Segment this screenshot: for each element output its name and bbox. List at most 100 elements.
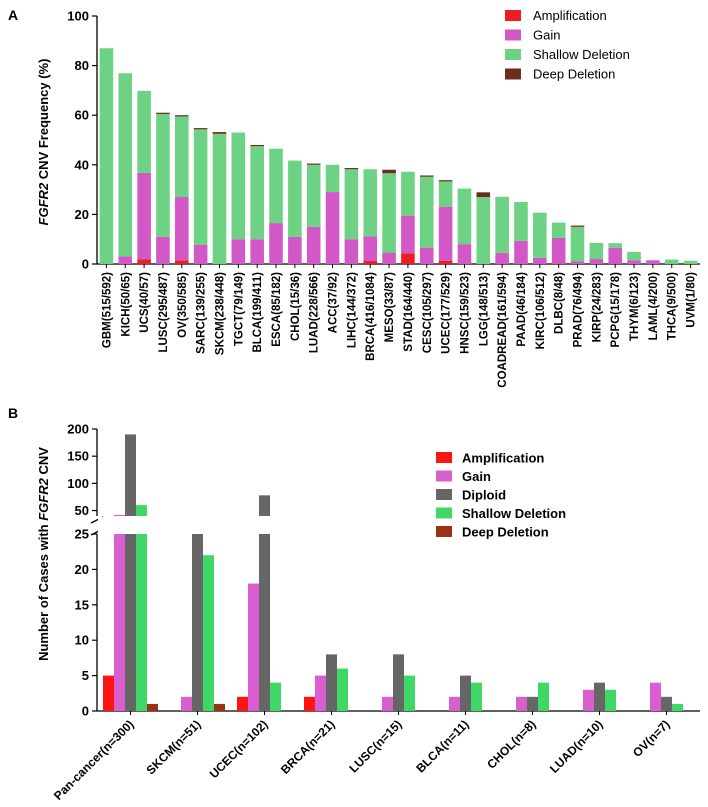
panel-a-label: A	[8, 7, 18, 23]
panel-b-bar-gain	[583, 689, 594, 711]
panel-b-legend-label: Diploid	[462, 488, 506, 503]
panel-a-legend-swatch	[505, 29, 521, 41]
panel-b-y-label-gene: FGFR2	[36, 477, 51, 520]
panel-a-y-tick-label: 80	[75, 58, 89, 73]
panel-a-bar-shallow-deletion	[438, 181, 453, 207]
panel-b-bar-diploid	[125, 534, 136, 711]
panel-a-bar-shallow-deletion	[118, 73, 133, 257]
panel-a-bar-gain	[401, 215, 415, 254]
panel-a-x-tick-label: OV(350/585)	[177, 272, 189, 338]
panel-a-bar-shallow-deletion	[683, 260, 698, 264]
panel-a-x-tick-label: LUSC(295/487)	[158, 272, 170, 353]
panel-b-bar-diploid	[192, 534, 203, 711]
panel-b-x-tick-label: LUSC(n=15)	[346, 717, 404, 775]
panel-b-x-tick-label: Pan-cancer(n=300)	[51, 717, 137, 803]
panel-a-bar-gain	[589, 259, 604, 264]
panel-b-bar-shallow-deletion	[203, 555, 214, 711]
panel-a-bar-amplification	[401, 253, 415, 264]
panel-a-bar-gain	[533, 257, 547, 264]
panel-a-x-tick-label: HNSC(159/523)	[459, 272, 471, 354]
panel-a-legend-label: Amplification	[533, 8, 607, 23]
panel-a-bar-gain	[325, 192, 340, 264]
panel-a-y-tick-label: 20	[75, 207, 89, 222]
panel-b-y-tick-label: 0	[82, 704, 89, 719]
panel-b-x-tick-label: OV(n=7)	[630, 717, 673, 760]
panel-b-bar-shallow-deletion	[538, 682, 549, 711]
panel-a-y-tick-label: 60	[75, 108, 89, 123]
panel-a-bar-shallow-deletion	[156, 113, 170, 237]
panel-b-bar-deep-deletion	[214, 703, 225, 711]
panel-a-bar-gain	[514, 240, 528, 264]
panel-a-y-label-text: CNV Frequency (%)	[36, 59, 51, 183]
panel-b-y-tick-label: 25	[75, 527, 89, 542]
panel-a-bar-gain	[363, 236, 378, 262]
panel-a-bar-amplification	[363, 261, 378, 264]
panel-a-bar-deep-deletion	[250, 144, 264, 147]
panel-a-bar-amplification	[438, 260, 453, 264]
panel-a-chart: 0 20 40 60 80 100 GBM(515/592) KICH(50/65) UCS(4…	[67, 8, 700, 388]
panel-b-bar-diploid	[661, 696, 672, 711]
panel-a-bar-shallow-deletion	[288, 160, 302, 237]
panel-b-x-tick-label: CHOL(n=8)	[484, 717, 538, 771]
panel-b-legend-label: Deep Deletion	[462, 525, 549, 540]
panel-a-x-tick-label: SKCM(238/448)	[214, 272, 226, 355]
panel-b-bar-diploid	[527, 696, 538, 711]
panel-b-bar-gain	[248, 583, 259, 711]
panel-a-x-tick-label: KICH(50/65)	[120, 272, 132, 337]
panel-a-x-tick-label: ESCA(85/182)	[271, 272, 283, 347]
panel-a-bar-shallow-deletion	[306, 164, 321, 227]
panel-a-bar-gain	[438, 206, 453, 261]
panel-a-bar-shallow-deletion	[137, 90, 151, 173]
panel-a-bar-shallow-deletion	[533, 212, 547, 258]
panel-a-y-axis-label: FGFR2 CNV Frequency (%)	[36, 59, 51, 226]
panel-b-bar-amplification	[103, 675, 114, 711]
panel-b-y-tick-label: 150	[67, 449, 89, 464]
panel-a-bar-shallow-deletion	[363, 169, 378, 237]
panel-a-bar-gain	[419, 247, 434, 264]
panel-a-x-tick-label: UCS(40/57)	[139, 272, 151, 333]
panel-b-bar-shallow-deletion	[337, 668, 348, 711]
panel-a-bar-shallow-deletion	[476, 197, 491, 264]
panel-b-bar-diploid	[393, 654, 404, 711]
panel-a-y-tick-label: 0	[82, 257, 89, 272]
panel-a-bar-shallow-deletion	[269, 148, 283, 224]
panel-a-x-tick-label: LIHC(144/372)	[346, 272, 358, 348]
panel-b-legend-swatch	[436, 452, 452, 463]
panel-b-bar-diploid	[259, 495, 270, 516]
panel-b-bar-gain	[315, 675, 326, 711]
panel-b-bar-diploid	[460, 675, 471, 711]
panel-b-bar-shallow-deletion	[270, 682, 281, 711]
panel-a-x-tick-label: LGG(148/513)	[478, 272, 490, 346]
panel-a-x-tick-label: CHOL(15/36)	[290, 272, 302, 341]
panel-a-legend-swatch	[505, 49, 521, 60]
panel-a-bar-shallow-deletion	[514, 202, 528, 241]
panel-a-bar-shallow-deletion	[608, 243, 622, 248]
panel-a-bar-deep-deletion	[344, 168, 359, 170]
panel-b-bar-gain	[449, 696, 460, 711]
panel-a-y-tick-label: 40	[75, 157, 89, 172]
panel-a-bar-gain	[118, 256, 133, 264]
panel-a-bar-deep-deletion	[193, 128, 208, 130]
panel-b-y-label-tail: CNV	[36, 447, 51, 478]
panel-b-bar-gain	[114, 514, 125, 516]
panel-a-bar-gain	[457, 244, 472, 264]
panel-b-bar-diploid	[326, 654, 337, 711]
panel-a-bar-shallow-deletion	[175, 116, 189, 198]
panel-b-bar-amplification	[237, 696, 248, 711]
panel-a-x-tick-label: CESC(105/297)	[422, 272, 434, 353]
panel-b-bar-shallow-deletion	[471, 682, 482, 711]
panel-a-bar-gain	[231, 239, 246, 264]
panel-a-y-tick-label: 100	[67, 9, 89, 24]
panel-a-bar-deep-deletion	[476, 192, 491, 198]
panel-b-y-tick-label: 20	[75, 562, 89, 577]
panel-a-x-tick-label: THCA(9/500)	[667, 272, 679, 341]
panel-b-x-tick-label: BLCA(n=11)	[413, 717, 471, 775]
panel-b-y-tick-label: 10	[75, 633, 89, 648]
panel-a-bar-deep-deletion	[438, 180, 453, 182]
panel-a-bar-shallow-deletion	[664, 259, 679, 264]
panel-a-legend-label: Shallow Deletion	[533, 47, 630, 62]
panel-b-bar-diploid	[594, 682, 605, 711]
panel-a-bar-shallow-deletion	[99, 48, 114, 264]
panel-a-bar-shallow-deletion	[570, 226, 585, 262]
